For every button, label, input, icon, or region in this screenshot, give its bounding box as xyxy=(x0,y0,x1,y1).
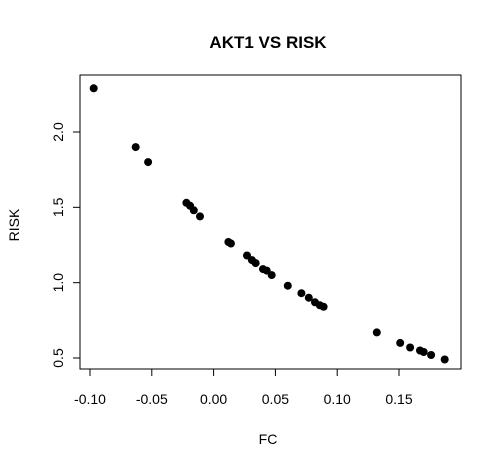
x-axis-label: FC xyxy=(259,431,278,447)
data-point xyxy=(319,302,328,311)
plot-frame xyxy=(79,74,462,370)
data-point xyxy=(419,348,428,356)
data-point xyxy=(267,271,276,280)
data-point xyxy=(297,289,306,298)
x-tick-label: 0.00 xyxy=(200,391,227,407)
y-axis: 0.5 1.0 1.5 2.0 xyxy=(50,122,81,368)
x-tick-label: -0.10 xyxy=(74,391,106,407)
data-point xyxy=(131,143,140,152)
data-point xyxy=(372,328,381,337)
y-tick-label: 0.5 xyxy=(50,348,66,368)
data-points xyxy=(89,84,449,364)
x-axis: -0.10 -0.05 0.00 0.05 0.10 0.15 xyxy=(74,368,413,407)
x-tick-label: 0.15 xyxy=(385,391,412,407)
data-point xyxy=(89,84,98,93)
data-point xyxy=(283,281,292,290)
data-point xyxy=(440,355,449,364)
data-point xyxy=(144,158,153,167)
data-point xyxy=(427,351,436,359)
data-point xyxy=(226,239,235,248)
x-tick-label: -0.05 xyxy=(136,391,168,407)
data-point xyxy=(396,338,405,347)
data-point xyxy=(196,212,204,221)
y-tick-label: 1.5 xyxy=(50,197,66,217)
chart-title: AKT1 VS RISK xyxy=(209,33,327,52)
y-tick-label: 1.0 xyxy=(50,273,66,293)
data-point xyxy=(189,206,198,215)
data-point xyxy=(406,343,415,352)
x-tick-label: 0.10 xyxy=(324,391,351,407)
y-axis-label: RISK xyxy=(6,208,22,241)
y-tick-label: 2.0 xyxy=(50,122,66,142)
x-tick-label: 0.05 xyxy=(262,391,289,407)
data-point xyxy=(304,293,313,302)
data-point xyxy=(251,259,260,268)
